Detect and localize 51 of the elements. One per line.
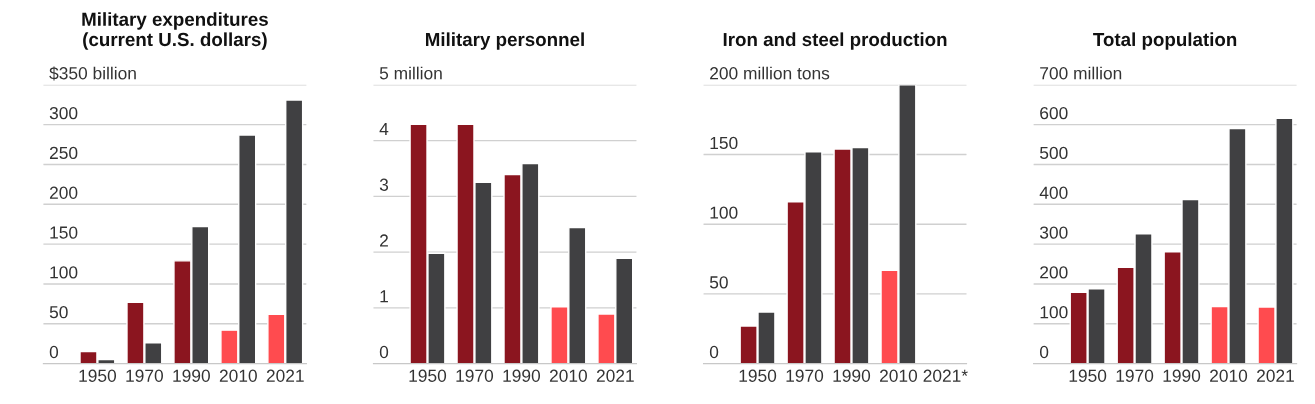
y-tick-label: 300	[49, 106, 78, 120]
y-tick-label: 700 million	[1040, 66, 1122, 80]
x-tick-label: 1970	[786, 369, 824, 382]
x-tick-label: 1970	[126, 369, 163, 382]
x-tick-label: 1990	[503, 369, 541, 382]
y-tick-label: 300	[1039, 226, 1068, 239]
y-tick-label: 0	[709, 345, 719, 359]
x-tick-label: 2010	[549, 369, 587, 382]
x-tick-label: 2021*	[923, 369, 968, 382]
x-tick-label: 1950	[409, 369, 447, 382]
x-tick-label: 1970	[456, 369, 494, 382]
x-tick-label: 1950	[1069, 369, 1107, 382]
y-tick-label: 100	[710, 206, 738, 219]
y-tick-label: 500	[1039, 146, 1068, 160]
y-tick-label: 0	[379, 345, 389, 359]
y-tick-label: 200 million tons	[710, 66, 830, 80]
x-tick-label: 1970	[1116, 369, 1154, 382]
y-tick-label: 400	[1039, 186, 1068, 199]
chart-title: Military personnel	[425, 32, 584, 50]
x-tick-label: 1990	[833, 369, 871, 382]
y-tick-label: 600	[1040, 106, 1068, 120]
y-tick-label: 3	[379, 178, 389, 191]
y-tick-label: 4	[379, 123, 389, 135]
x-tick-label: 1950	[739, 369, 777, 382]
x-tick-label: 2021	[1257, 369, 1294, 382]
x-tick-label: 1990	[1163, 369, 1201, 382]
y-tick-label: 0	[49, 345, 59, 359]
y-tick-label: 150	[710, 136, 738, 150]
y-tick-label: 250	[49, 146, 78, 160]
y-tick-label: 50	[709, 276, 728, 289]
y-tick-label: 200	[49, 186, 78, 199]
y-tick-label: 150	[50, 226, 78, 239]
y-tick-label: 100	[1040, 306, 1068, 319]
chart-title: Military expenditures (current U.S. dollars)	[82, 12, 268, 50]
y-tick-label: 2	[380, 234, 388, 247]
x-tick-label: 2010	[1210, 369, 1248, 382]
x-tick-label: 2021	[596, 369, 634, 382]
y-tick-label: 50	[49, 306, 68, 319]
chart-title: Iron and steel production	[723, 32, 947, 50]
y-tick-label: 100	[50, 266, 78, 279]
y-tick-label: 5 million	[379, 66, 442, 80]
y-tick-label: $350 billion	[49, 66, 136, 81]
x-tick-label: 2021	[266, 369, 304, 382]
y-tick-label: 0	[1039, 345, 1049, 359]
x-tick-label: 1990	[173, 369, 210, 382]
x-tick-label: 1950	[79, 369, 117, 382]
y-tick-label: 1	[380, 290, 388, 303]
y-tick-label: 200	[1040, 266, 1068, 279]
chart-title: Total population	[1093, 32, 1237, 50]
x-tick-label: 2010	[219, 369, 257, 382]
x-tick-label: 2010	[879, 369, 918, 382]
